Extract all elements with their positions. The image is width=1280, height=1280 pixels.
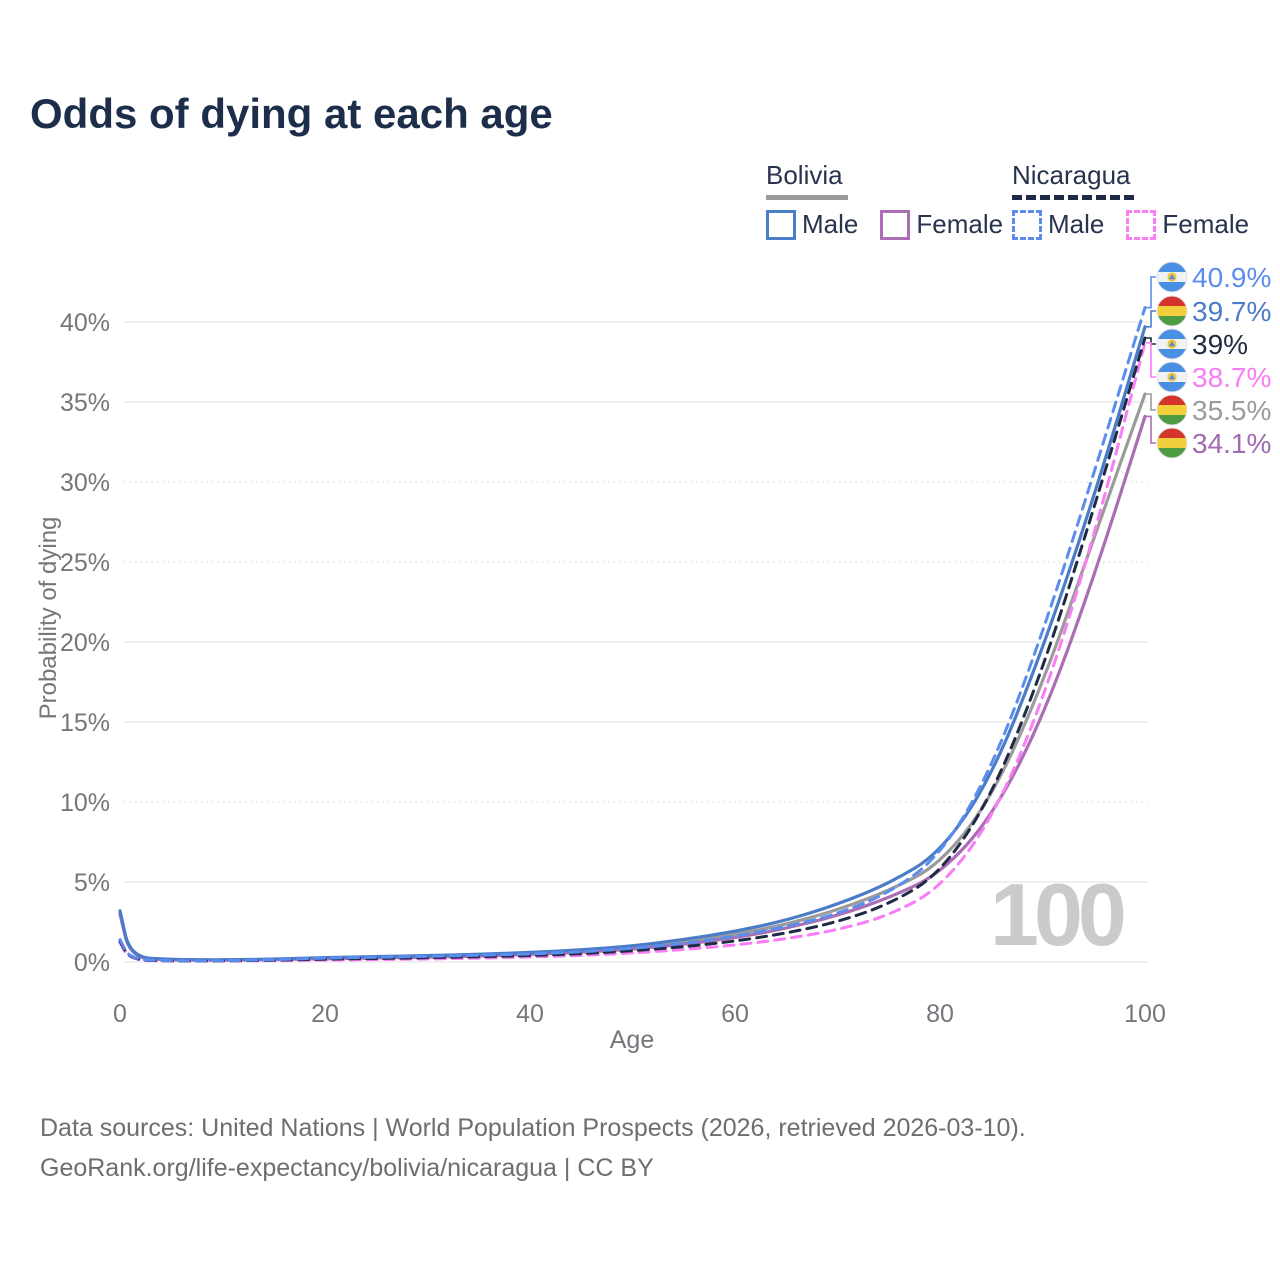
end-label-leader-bolivia-male — [1146, 310, 1156, 328]
footer: Data sources: United Nations | World Pop… — [40, 1108, 1026, 1188]
legend-underline-dashed — [1012, 195, 1134, 200]
legend-group-bolivia: Bolivia Male Female — [766, 160, 1025, 240]
bolivia-flag-ring — [1156, 394, 1188, 426]
bolivia-flag-icon — [1157, 395, 1187, 425]
bolivia-flag-icon — [1157, 296, 1187, 326]
footer-attribution: GeoRank.org/life-expectancy/bolivia/nica… — [40, 1154, 654, 1182]
legend-underline-solid — [766, 195, 848, 200]
end-label-leader-bolivia-female — [1146, 415, 1156, 444]
bolivia-flag-ring — [1156, 427, 1188, 459]
footer-data-sources: Data sources: United Nations | World Pop… — [40, 1114, 1026, 1142]
legend-title-nicaragua: Nicaragua — [1012, 160, 1131, 190]
x-tick-label: 60 — [721, 1000, 749, 1028]
y-tick-label: 15% — [60, 709, 110, 737]
legend-group-nicaragua: Nicaragua Male Female — [1012, 160, 1271, 240]
legend-label-nicaragua-female: Female — [1162, 209, 1250, 239]
series-line-bolivia-female[interactable] — [118, 414, 1147, 962]
y-tick-label: 20% — [60, 629, 110, 657]
page-title: Odds of dying at each age — [30, 90, 553, 137]
y-tick-label: 40% — [60, 309, 110, 337]
end-label-value-bolivia-male: 39.7% — [1192, 296, 1271, 327]
end-label-leader-nicaragua-male — [1146, 276, 1156, 309]
legend-swatch-nicaragua-male[interactable] — [1012, 209, 1042, 240]
end-label-value-nicaragua-female: 38.7% — [1192, 362, 1271, 393]
end-label-value-nicaragua-both: 39% — [1192, 329, 1248, 360]
legend-swatch-bolivia-male[interactable] — [766, 209, 796, 240]
x-tick-label: 20 — [311, 1000, 339, 1028]
series-line-nicaragua-both[interactable] — [118, 336, 1147, 963]
legend-item-nicaragua-female[interactable]: Female — [1126, 209, 1249, 240]
nicaragua-flag-icon — [1157, 329, 1187, 359]
nicaragua-flag-ring — [1156, 261, 1188, 293]
end-label-leader-nicaragua-both — [1146, 337, 1156, 345]
series-line-nicaragua-female[interactable] — [118, 341, 1147, 963]
series-line-nicaragua-male[interactable] — [118, 306, 1147, 963]
legend-label-bolivia-female: Female — [916, 209, 1004, 239]
x-tick-label: 100 — [1124, 1000, 1166, 1028]
series-line-bolivia-male[interactable] — [118, 325, 1147, 962]
legend-label-nicaragua-male: Male — [1048, 209, 1105, 239]
legend-swatch-nicaragua-female[interactable] — [1126, 209, 1157, 240]
y-tick-label: 5% — [74, 869, 110, 897]
legend-item-bolivia-male[interactable]: Male — [766, 209, 858, 240]
end-label-leader-nicaragua-female — [1146, 342, 1156, 378]
nicaragua-flag-icon — [1157, 262, 1187, 292]
x-tick-label: 0 — [113, 1000, 127, 1028]
x-axis-title: Age — [610, 1026, 654, 1054]
y-tick-label: 25% — [60, 549, 110, 577]
nicaragua-flag-ring — [1156, 328, 1188, 360]
nicaragua-flag-ring — [1156, 361, 1188, 393]
x-tick-label: 80 — [926, 1000, 954, 1028]
nicaragua-flag-icon — [1157, 362, 1187, 392]
end-label-leader-bolivia-both — [1146, 393, 1156, 411]
series-line-bolivia-both[interactable] — [118, 392, 1147, 962]
x-tick-label: 40 — [516, 1000, 544, 1028]
end-label-value-bolivia-both: 35.5% — [1192, 395, 1271, 426]
end-label-value-nicaragua-male: 40.9% — [1192, 262, 1271, 293]
y-tick-label: 30% — [60, 469, 110, 497]
end-label-value-bolivia-female: 34.1% — [1192, 428, 1271, 459]
bolivia-flag-ring — [1156, 295, 1188, 327]
legend-label-bolivia-male: Male — [802, 209, 859, 239]
y-tick-label: 0% — [74, 949, 110, 977]
legend-item-nicaragua-male[interactable]: Male — [1012, 209, 1104, 240]
y-tick-label: 10% — [60, 789, 110, 817]
legend-swatch-bolivia-female[interactable] — [880, 209, 911, 240]
legend-title-bolivia: Bolivia — [766, 160, 843, 190]
bolivia-flag-icon — [1157, 428, 1187, 458]
y-tick-label: 35% — [60, 389, 110, 417]
legend-item-bolivia-female[interactable]: Female — [880, 209, 1003, 240]
